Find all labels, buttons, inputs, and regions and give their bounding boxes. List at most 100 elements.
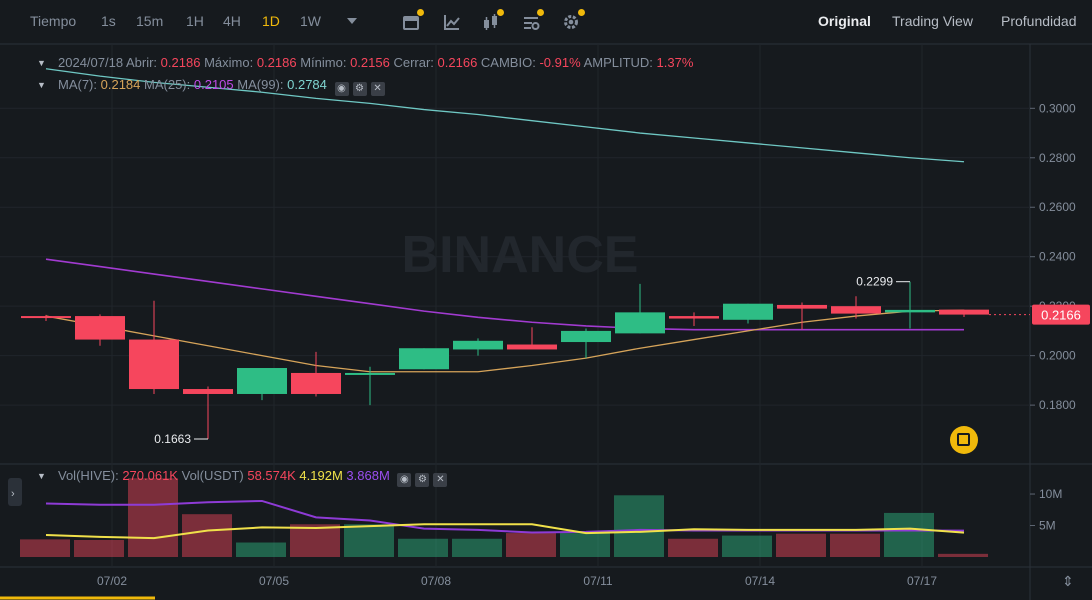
toolbar: Tiempo 1s 15m 1H 4H 1D 1W Original Tradi…	[0, 0, 1092, 44]
volume-bar	[398, 538, 448, 557]
view-depth-tab[interactable]: Profundidad	[1001, 13, 1077, 29]
calendar-icon[interactable]	[402, 13, 420, 31]
candle-body	[669, 316, 719, 319]
candle-body	[723, 303, 773, 320]
close-icon[interactable]: ✕	[370, 82, 385, 96]
high-value: 0.2186	[256, 55, 297, 70]
volume-bar	[830, 533, 880, 557]
price-tick-label: 0.1800	[1039, 398, 1076, 412]
high-annotation-label: 0.2299	[856, 275, 893, 289]
collapse-caret-icon[interactable]: ▼	[37, 58, 46, 68]
vol-caret-icon[interactable]: ▼	[37, 471, 46, 481]
interval-1w[interactable]: 1W	[300, 13, 321, 29]
volume-tick-label: 10M	[1039, 487, 1062, 501]
settings-icon[interactable]: ⚙	[352, 82, 367, 96]
date-tick-label: 07/05	[259, 574, 289, 588]
open-value: 0.2186	[160, 55, 201, 70]
date-tick-label: 07/14	[745, 574, 775, 588]
notes-fab	[950, 426, 978, 454]
candle-body	[291, 372, 341, 394]
candle-body	[345, 372, 395, 375]
low-label: Mínimo:	[300, 55, 347, 70]
candle-body	[939, 309, 989, 315]
volume-bar	[182, 514, 232, 557]
change-value: -0.91%	[539, 55, 581, 70]
ma99-label: MA(99):	[237, 77, 284, 92]
candle-body	[453, 340, 503, 350]
low-value: 0.2156	[350, 55, 390, 70]
low-annotation-label: 0.1663	[154, 432, 191, 446]
gear-icon[interactable]	[562, 13, 580, 31]
ma7-line	[45, 309, 965, 373]
ma-caret-icon[interactable]: ▼	[37, 80, 46, 90]
vol-usdt-label: Vol(USDT)	[181, 468, 244, 483]
volume-bar	[614, 495, 664, 557]
settings-list-icon[interactable]	[522, 13, 540, 31]
volume-bar	[236, 542, 286, 557]
gear-badge	[578, 9, 585, 16]
eye-icon[interactable]: ◉	[334, 82, 349, 96]
candle-body	[129, 339, 179, 390]
view-original-tab[interactable]: Original	[818, 13, 871, 29]
candle-body	[75, 316, 125, 340]
ma25-label: MA(25):	[144, 77, 191, 92]
interval-15m[interactable]: 15m	[136, 13, 164, 29]
volume-bar	[452, 538, 502, 557]
ma7-value: 0.2184	[100, 77, 141, 92]
candle-body	[399, 348, 449, 370]
ma25-value: 0.2105	[193, 77, 234, 92]
settings-list-badge	[537, 9, 544, 16]
volume-bar	[722, 535, 772, 557]
volume-tick-label: 5M	[1039, 519, 1056, 533]
last-price-tag	[1032, 304, 1090, 325]
chevron-down-icon[interactable]	[346, 16, 358, 26]
ma-info-line: MA(7): 0.2184 MA(25): 0.2105 MA(99): 0.2…	[58, 77, 385, 96]
amplitude-value: 1.37%	[656, 55, 694, 70]
volume-bar	[884, 512, 934, 557]
candles-icon[interactable]	[482, 13, 500, 31]
vol-usdt-value: 58.574K	[247, 468, 296, 483]
calendar-badge	[417, 9, 424, 16]
vol-eye-icon[interactable]: ◉	[397, 473, 412, 487]
interval-4h[interactable]: 4H	[223, 13, 241, 29]
candle-body	[777, 304, 827, 309]
volume-bar	[128, 478, 178, 557]
ma25-line	[45, 258, 964, 331]
interval-1h[interactable]: 1H	[186, 13, 204, 29]
candle-body	[21, 316, 71, 319]
ohlc-info-line: 2024/07/18 Abrir: 0.2186 Máximo: 0.2186 …	[58, 55, 693, 70]
expand-tab-icon: ›	[11, 488, 15, 500]
volume-bar	[344, 524, 394, 557]
close-value: 0.2166	[437, 55, 478, 70]
notes-icon	[957, 433, 970, 446]
vol-ma1-value: 4.192M	[299, 468, 343, 483]
volume-info-line: Vol(HIVE): 270.061K Vol(USDT) 58.574K 4.…	[58, 468, 448, 487]
price-tick-label: 0.2600	[1039, 200, 1076, 214]
candle-body	[831, 306, 881, 314]
volume-bar	[74, 540, 124, 557]
volume-bar	[290, 524, 340, 557]
ma99-value: 0.2784	[287, 77, 327, 92]
interval-1s[interactable]: 1s	[101, 13, 116, 29]
interval-1d[interactable]: 1D	[262, 13, 280, 29]
date-tick-label: 07/08	[421, 574, 451, 588]
ma7-label: MA(7):	[58, 77, 97, 92]
vol-settings-icon[interactable]: ⚙	[415, 473, 430, 487]
price-tick-label: 0.2400	[1039, 250, 1076, 264]
date-tick-label: 07/11	[583, 574, 612, 588]
line-indicator-icon[interactable]	[443, 13, 461, 31]
vol-close-icon[interactable]: ✕	[433, 473, 448, 487]
candle-body	[237, 368, 287, 394]
view-tradingview-tab[interactable]: Trading View	[892, 13, 973, 29]
candle-body	[615, 312, 665, 334]
candles-badge	[497, 9, 504, 16]
candle-body	[561, 330, 611, 343]
candle-body	[507, 344, 557, 350]
price-tick-label: 0.2000	[1039, 349, 1076, 363]
open-label: Abrir:	[125, 55, 158, 70]
volume-bar	[776, 533, 826, 557]
vol-hive-value: 270.061K	[122, 468, 178, 483]
price-tick-label: 0.3000	[1039, 101, 1076, 115]
change-label: CAMBIO:	[480, 55, 536, 70]
